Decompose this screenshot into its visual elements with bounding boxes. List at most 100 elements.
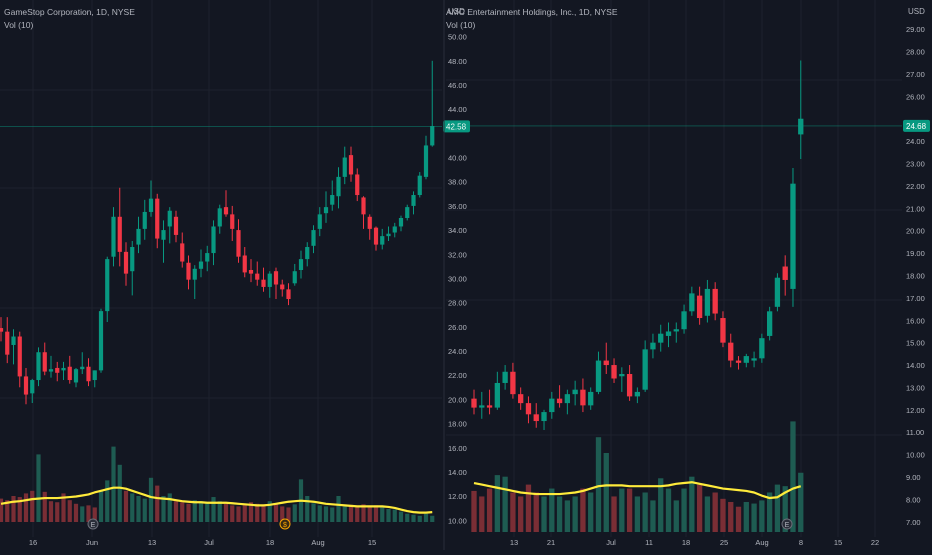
left-candle-body (11, 336, 16, 345)
left-volume-bar (430, 515, 435, 522)
right-candles (446, 60, 902, 430)
left-candle-body (330, 195, 335, 205)
right-y-tick-label: 23.00 (906, 160, 925, 169)
left-candle-body (342, 157, 347, 177)
right-volume-bar (580, 488, 586, 532)
right-x-tick-label: 22 (871, 538, 879, 547)
right-y-tick-label: 9.00 (906, 473, 921, 482)
left-chart-panel[interactable]: 42.58 10.00 12.00 14.00 16.00 18.00 20.00 22.00… (0, 0, 470, 547)
right-y-tick-label: 28.00 (906, 48, 925, 57)
right-candle-body (658, 333, 664, 343)
left-candle-body (136, 228, 141, 245)
left-candle-body (48, 369, 54, 372)
left-event-badges[interactable]: E $ (87, 518, 291, 530)
left-volume-bar (255, 503, 260, 522)
left-y-tick-label: 26.00 (448, 323, 467, 332)
right-volume-bar (541, 496, 547, 532)
left-volume-bars (0, 446, 435, 522)
right-last-price-tag[interactable] (903, 119, 930, 132)
right-candle-body (626, 374, 633, 397)
right-volume-ma-line (473, 481, 802, 500)
right-candle-body (720, 318, 726, 343)
right-y-tick-label: 7.00 (906, 518, 921, 527)
right-y-tick-label: 13.00 (906, 383, 925, 392)
left-candle-body (142, 211, 147, 229)
right-event-badges[interactable]: E (781, 518, 793, 530)
left-y-tick-label: 38.00 (448, 178, 467, 187)
left-x-tick-label: 13 (148, 538, 156, 547)
left-volume-bar (305, 496, 310, 522)
left-candle-body (67, 366, 72, 381)
left-volume-bar (355, 505, 360, 522)
left-volume-bar (67, 500, 72, 522)
left-volume-bar (117, 464, 122, 522)
right-candle-body (564, 394, 571, 404)
left-candle-body (205, 253, 210, 262)
right-volume-bar (479, 496, 485, 532)
right-volume-bar (518, 496, 524, 532)
right-time-axis[interactable]: 13 21 Jul 11 18 25 Aug 8 15 22 (510, 538, 879, 547)
left-time-axis[interactable]: 16 Jun 13 Jul 18 Aug 15 (29, 538, 376, 547)
left-candle-body (355, 174, 360, 196)
left-y-tick-label: 24.00 (448, 347, 467, 356)
right-price-axis[interactable]: 24.68 7.00 8.00 9.00 10.00 11.00 12.00 13.00 14.… (903, 25, 930, 527)
right-candle-body (533, 414, 539, 422)
right-y-tick-label: 21.00 (906, 204, 925, 213)
right-volume-bar (588, 492, 594, 532)
right-grid (446, 0, 902, 537)
left-candle-body (317, 214, 322, 229)
left-event-badge-symbol: E (91, 522, 96, 529)
left-y-tick-label: 20.00 (448, 395, 467, 404)
right-volume-bar (533, 492, 539, 532)
left-candle-body (130, 247, 135, 272)
right-volume-bar (595, 437, 602, 532)
right-volume-bar (665, 488, 672, 532)
right-event-badge[interactable]: E (781, 518, 793, 530)
left-candle-body (430, 126, 435, 146)
right-volume-bar (728, 501, 734, 532)
left-candle-body (111, 216, 116, 257)
left-candle-body (230, 214, 235, 229)
right-x-tick-label: 15 (834, 538, 842, 547)
right-volume-bar (689, 476, 695, 532)
left-candle-body (217, 208, 222, 227)
right-volume-bar (759, 500, 765, 532)
left-y-tick-label: 44.00 (448, 105, 467, 114)
right-volume-bar (712, 492, 718, 532)
right-volume-bar (634, 496, 641, 532)
right-candle-body (790, 183, 796, 289)
right-currency-label: USD (908, 7, 925, 16)
right-candle-body (650, 342, 656, 350)
right-candle-body (595, 360, 602, 392)
right-volume-bar (642, 492, 648, 532)
left-last-price-tag[interactable] (443, 120, 470, 133)
left-candle-body (280, 284, 285, 290)
left-y-tick-label: 30.00 (448, 274, 467, 283)
left-y-tick-label: 16.00 (448, 444, 467, 453)
earnings-icon (87, 518, 99, 530)
left-candle-body (236, 230, 241, 257)
right-volume-bar (790, 421, 796, 532)
right-volume-indicator-label[interactable]: Vol (10) (446, 20, 475, 30)
right-y-tick-label: 20.00 (906, 227, 925, 236)
left-volume-bar (142, 498, 147, 522)
left-volume-bar (105, 480, 110, 522)
left-event-badge[interactable]: E (87, 518, 99, 530)
right-candle-body (549, 398, 555, 413)
left-event-badge[interactable]: $ (279, 518, 291, 530)
right-candle-body (681, 311, 687, 330)
right-y-tick-label: 27.00 (906, 70, 925, 79)
left-y-tick-label: 10.00 (448, 516, 467, 525)
left-y-tick-label: 36.00 (448, 202, 467, 211)
left-volume-indicator-label[interactable]: Vol (10) (4, 20, 33, 30)
right-volume-bar (681, 488, 687, 532)
left-event-badge-symbol: $ (283, 522, 287, 529)
left-volume-bar (192, 500, 197, 522)
left-candle-body (367, 216, 372, 229)
left-candle-body (423, 145, 429, 177)
right-candle-body (502, 371, 508, 383)
right-chart-panel[interactable]: 24.68 7.00 8.00 9.00 10.00 11.00 12.00 13.00 14.… (446, 0, 930, 547)
right-candle-body (541, 412, 547, 422)
left-volume-bar (398, 511, 404, 522)
left-price-axis[interactable]: 42.58 10.00 12.00 14.00 16.00 18.00 20.00 22.00… (443, 33, 470, 526)
